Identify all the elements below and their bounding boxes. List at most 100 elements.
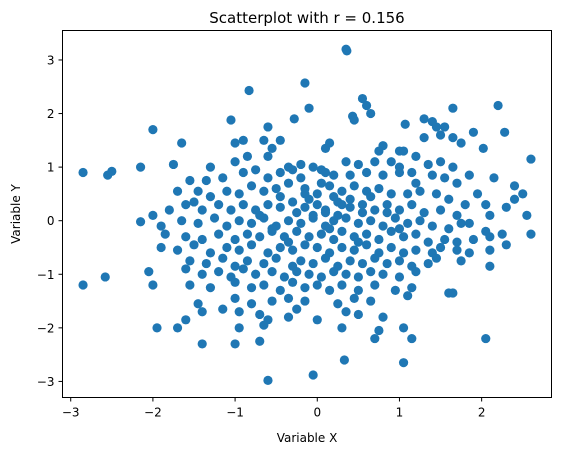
data-point (345, 256, 355, 266)
data-point (398, 232, 409, 242)
data-point (214, 229, 224, 239)
data-point (361, 100, 372, 111)
data-point (238, 200, 248, 210)
data-point (485, 232, 495, 242)
data-point (242, 151, 253, 162)
data-point (337, 242, 347, 253)
data-point (193, 218, 203, 228)
data-point (390, 213, 400, 223)
data-point (263, 151, 273, 162)
data-point (238, 135, 248, 145)
data-point (263, 122, 273, 132)
data-point (472, 189, 483, 199)
data-point (386, 226, 396, 237)
data-point (394, 272, 405, 282)
data-point (164, 205, 174, 215)
data-point (312, 315, 322, 325)
data-point (238, 167, 248, 178)
data-point (431, 253, 442, 263)
data-point (342, 46, 352, 56)
data-point (197, 339, 207, 349)
data-point (214, 200, 224, 210)
data-point (222, 186, 232, 196)
data-point (292, 208, 302, 218)
data-point (345, 194, 355, 204)
y-tick-label: 0 (47, 214, 55, 228)
data-point (411, 151, 421, 162)
data-point (172, 245, 183, 255)
data-point (304, 269, 314, 279)
points-layer (78, 44, 536, 385)
data-point (259, 280, 269, 290)
data-point (201, 258, 211, 269)
data-point (267, 143, 277, 153)
data-point (361, 240, 372, 250)
data-point (283, 293, 294, 303)
data-point (500, 127, 510, 137)
data-point (337, 226, 347, 237)
data-point (172, 323, 183, 333)
data-point (452, 178, 462, 188)
data-point (234, 216, 244, 226)
data-point (201, 175, 211, 186)
data-point (197, 205, 207, 215)
data-point (349, 181, 359, 191)
data-point (366, 296, 376, 306)
data-point (407, 333, 417, 344)
data-point (357, 258, 368, 269)
data-point (255, 336, 265, 346)
data-point (259, 186, 269, 196)
data-point (341, 307, 351, 317)
y-axis: −3 −2 −1 0 1 2 3 (37, 53, 63, 389)
data-point (370, 253, 380, 263)
data-point (103, 170, 113, 180)
data-point (407, 200, 417, 210)
data-point (275, 135, 285, 145)
data-point (423, 258, 433, 269)
data-point (427, 170, 437, 180)
data-point (288, 197, 298, 207)
data-point (320, 208, 331, 218)
data-point (267, 224, 277, 234)
data-point (312, 280, 322, 290)
y-tick-label: 1 (47, 161, 55, 175)
data-point (400, 119, 410, 129)
data-point (403, 291, 413, 301)
data-point (366, 191, 376, 202)
data-point (316, 178, 326, 188)
x-tick-label: −1 (226, 406, 244, 420)
data-point (312, 242, 322, 253)
data-point (357, 208, 368, 218)
data-point (464, 170, 474, 180)
x-tick-label: 0 (313, 406, 321, 420)
data-point (485, 210, 495, 220)
data-point (148, 210, 158, 220)
data-point (148, 125, 158, 135)
data-point (349, 245, 359, 255)
data-point (374, 183, 384, 194)
data-point (230, 138, 240, 148)
data-point (316, 272, 326, 282)
data-point (341, 213, 351, 223)
data-point (308, 258, 318, 269)
data-point (370, 280, 380, 290)
data-point (255, 232, 265, 242)
data-point (497, 229, 507, 239)
data-point (448, 103, 458, 113)
data-point (78, 167, 88, 178)
data-point (244, 85, 254, 96)
data-point (218, 253, 228, 263)
data-point (197, 269, 207, 279)
data-point (300, 296, 310, 306)
data-point (251, 165, 261, 175)
data-point (427, 116, 437, 127)
data-point (181, 200, 191, 210)
data-point (366, 216, 376, 226)
data-point (275, 167, 285, 178)
data-point (390, 285, 400, 295)
data-point (509, 181, 520, 191)
data-point (238, 264, 248, 274)
data-point (246, 181, 257, 191)
data-point (353, 285, 363, 295)
